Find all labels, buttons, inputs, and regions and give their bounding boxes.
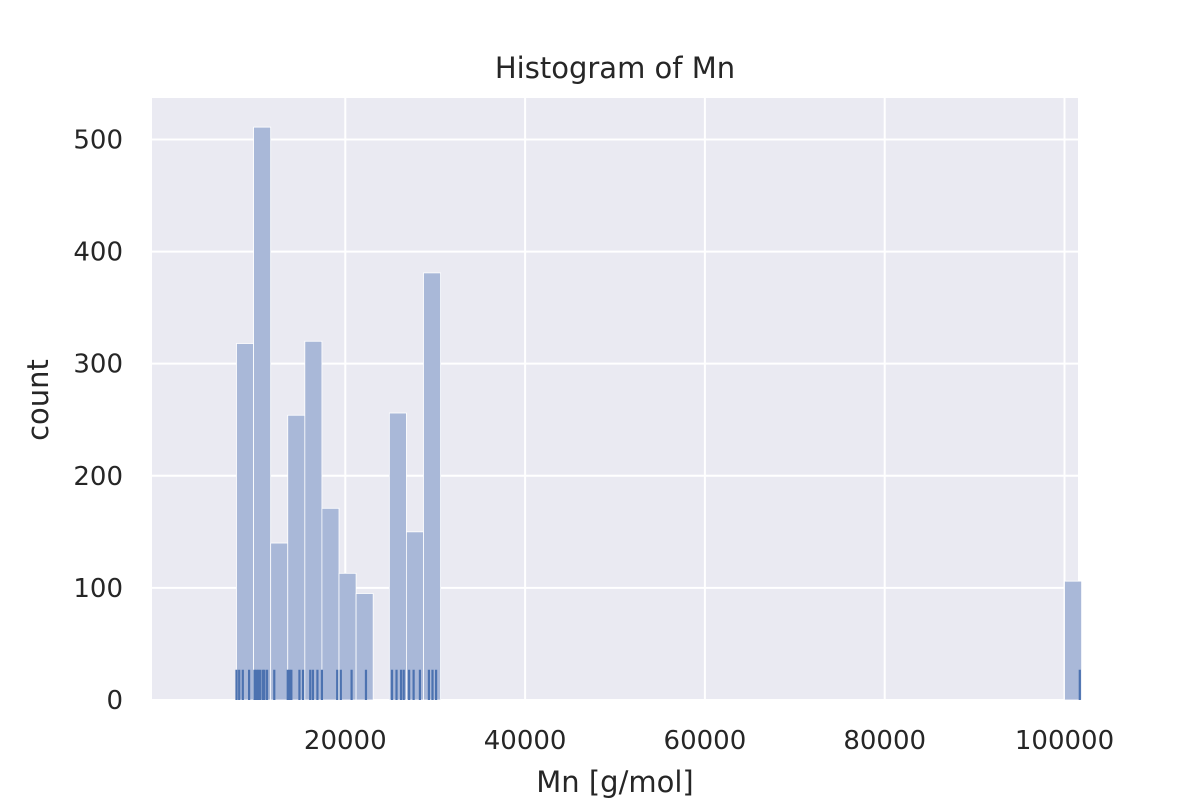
- y-axis-label: count: [21, 359, 55, 441]
- histogram-bar: [1064, 580, 1082, 701]
- y-tick-label: 300: [73, 350, 123, 380]
- x-tick-label: 60000: [664, 726, 747, 756]
- histogram-bar: [287, 414, 306, 701]
- y-tick-label: 400: [73, 238, 123, 268]
- chart-title: Histogram of Mn: [495, 51, 735, 85]
- x-tick-label: 40000: [484, 726, 567, 756]
- x-axis-label: Mn [g/mol]: [536, 765, 693, 799]
- rug-marks: [235, 669, 1081, 700]
- histogram-bar: [388, 412, 407, 701]
- x-tick-label: 80000: [843, 726, 926, 756]
- y-tick-label: 100: [73, 574, 123, 604]
- tick-labels: 20000 40000 60000 80000 100000 0 100 200 300 400 5…: [73, 125, 1114, 756]
- x-tick-label: 100000: [1015, 726, 1114, 756]
- y-tick-label: 500: [73, 125, 123, 155]
- histogram-bars: [236, 126, 1082, 701]
- histogram-bar: [355, 593, 374, 701]
- y-tick-label: 0: [106, 686, 123, 716]
- histogram-bar: [236, 343, 254, 701]
- histogram-bar: [423, 272, 441, 701]
- x-tick-label: 20000: [304, 726, 387, 756]
- histogram-bar: [253, 126, 272, 701]
- y-tick-label: 200: [73, 462, 123, 492]
- histogram-bar: [304, 340, 323, 701]
